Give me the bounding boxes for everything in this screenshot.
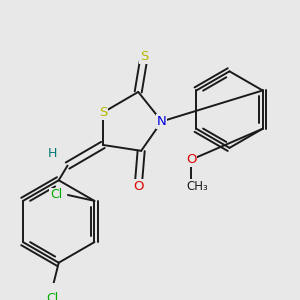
Text: H: H bbox=[48, 147, 58, 160]
Text: O: O bbox=[186, 153, 196, 166]
Text: Cl: Cl bbox=[50, 188, 62, 202]
Text: Cl: Cl bbox=[47, 292, 59, 300]
Text: O: O bbox=[133, 180, 143, 193]
Text: S: S bbox=[99, 106, 107, 119]
Text: N: N bbox=[157, 115, 167, 128]
Text: S: S bbox=[140, 50, 148, 63]
Text: CH₃: CH₃ bbox=[186, 180, 208, 193]
